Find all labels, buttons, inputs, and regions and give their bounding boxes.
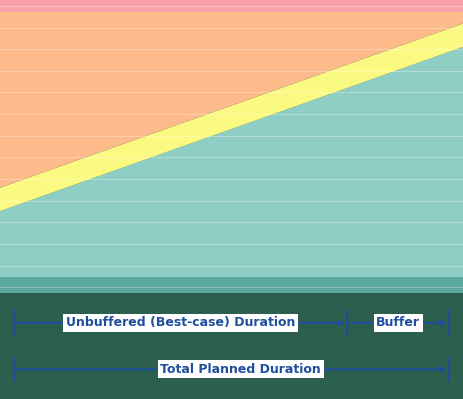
Text: Unbuffered (Best-case) Duration: Unbuffered (Best-case) Duration <box>66 316 295 329</box>
Text: Total Planned Duration: Total Planned Duration <box>160 363 321 376</box>
Text: Buffer: Buffer <box>376 316 420 329</box>
